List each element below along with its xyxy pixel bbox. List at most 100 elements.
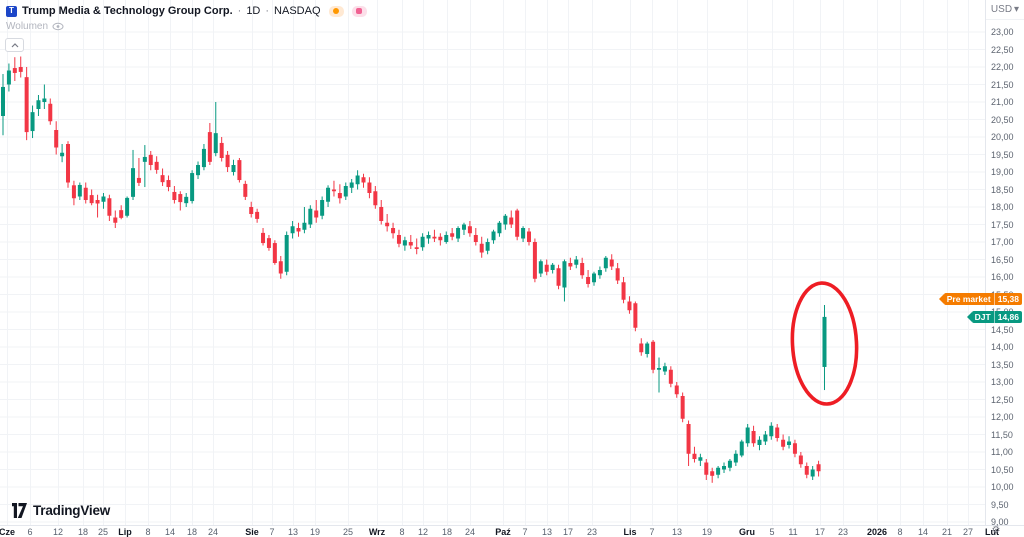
candle-body <box>816 464 821 472</box>
candle-body <box>30 112 35 132</box>
visibility-eye-icon[interactable] <box>52 22 64 31</box>
candle-body <box>24 77 29 133</box>
pre-market-status-icon[interactable] <box>328 5 344 17</box>
candle-body <box>692 453 697 459</box>
time-tick-label: 6 <box>27 527 33 537</box>
candle-wick <box>138 158 140 186</box>
candle-body <box>550 264 555 270</box>
candle-body <box>408 242 413 246</box>
price-tick-label: 20,50 <box>991 114 1014 125</box>
candle-body <box>54 130 59 148</box>
candle-body <box>160 175 165 183</box>
candle-body <box>36 100 41 109</box>
candle-body <box>136 177 141 183</box>
currency-selector[interactable]: USD ▾ <box>986 0 1024 20</box>
time-axis[interactable]: Cze 6 12 18 25 Lip 8 14 18 24 Sie 7 13 19 25 Wrz 8 12 18 24… <box>0 526 1024 537</box>
price-tick-label: 19,50 <box>991 149 1014 160</box>
candle-body <box>249 207 254 214</box>
candle-body <box>639 343 644 353</box>
gear-icon[interactable]: ⚙ <box>991 525 1001 536</box>
collapse-pane-button[interactable] <box>5 38 24 52</box>
candle-body <box>154 161 159 170</box>
candle-body <box>89 195 94 204</box>
candle-body <box>367 182 372 193</box>
interval-label[interactable]: 1D <box>246 5 261 17</box>
candle-body <box>568 263 573 267</box>
time-tick-label: Cze <box>0 527 16 537</box>
price-axis[interactable]: 9,00 9,50 10,00 10,50 11,00 11,50 12,00 12,50 13… <box>986 0 1024 527</box>
candle-wick <box>333 180 335 197</box>
price-tick-label: 11,00 <box>991 447 1013 457</box>
candle-body <box>190 173 195 202</box>
price-tick-label: 10,00 <box>991 482 1014 492</box>
symbol-title[interactable]: Trump Media & Technology Group Corp. <box>22 5 233 17</box>
market-closed-status-icon[interactable] <box>351 5 367 17</box>
candle-body <box>402 240 407 246</box>
candle-wick <box>43 84 45 109</box>
candle-body <box>781 439 786 447</box>
pre-market-badge-value: 15,38 <box>993 292 1019 305</box>
time-tick-label: 21 <box>941 527 953 537</box>
candle-body <box>284 235 289 272</box>
candle-body <box>278 261 283 274</box>
candle-wick <box>433 229 435 242</box>
last-price-badge: DJT 14,86 <box>966 310 1022 323</box>
time-tick-label: 27 <box>962 527 974 537</box>
candle-body <box>290 226 295 234</box>
candle-body <box>6 70 11 85</box>
time-tick-label: Wrz <box>368 527 386 537</box>
price-tick-label: 12,50 <box>991 394 1014 405</box>
time-tick-label: Sie <box>245 527 259 537</box>
highlight-circle-annotation[interactable] <box>789 281 859 406</box>
time-tick-label: Paź <box>495 527 511 537</box>
candle-body <box>609 259 614 267</box>
tradingview-logo[interactable]: TradingView <box>12 503 110 518</box>
candle-body <box>822 316 827 367</box>
time-tick-label: Gru <box>738 527 756 537</box>
time-tick-label: 7 <box>522 527 528 537</box>
price-tick-label: 17,50 <box>991 219 1014 230</box>
exchange-label[interactable]: NASDAQ <box>274 5 321 17</box>
time-tick-label: Lut <box>985 527 999 537</box>
price-tick-label: 20,00 <box>991 132 1014 142</box>
candle-body <box>698 457 703 461</box>
candle-body <box>207 132 212 162</box>
pre-market-badge-label: Pre market <box>946 293 991 304</box>
candle-wick <box>303 207 305 234</box>
time-tick-label: 8 <box>399 527 405 537</box>
candle-body <box>722 466 727 470</box>
tradingview-logo-text: TradingView <box>33 503 111 518</box>
candle-wick <box>416 238 418 255</box>
candle-body <box>349 182 354 188</box>
candle-body <box>473 235 478 242</box>
time-tick-label: 2026 <box>866 527 888 537</box>
candle-body <box>213 133 218 154</box>
candle-body <box>461 224 466 230</box>
price-tick-label: 16,00 <box>991 272 1014 282</box>
last-price-badge-label: DJT <box>974 311 991 322</box>
price-tick-label: 22,00 <box>991 62 1014 72</box>
time-tick-label: 5 <box>769 527 775 537</box>
chevron-up-icon <box>11 42 18 47</box>
candle-body <box>166 180 171 188</box>
candle-body <box>255 211 260 219</box>
candle-body <box>107 198 112 216</box>
time-tick-label: 14 <box>164 527 176 537</box>
candle-body <box>148 154 153 165</box>
candle-body <box>556 268 561 286</box>
price-tick-label: 14,00 <box>991 342 1014 352</box>
candle-body <box>798 455 803 465</box>
time-tick-label: 19 <box>309 527 321 537</box>
time-tick-label: Lis <box>623 527 637 537</box>
currency-label: USD <box>990 4 1013 15</box>
candle-body <box>314 210 319 218</box>
candle-body <box>272 243 277 263</box>
candle-body <box>532 242 537 279</box>
time-tick-label: 11 <box>788 527 798 537</box>
candle-wick <box>215 102 217 157</box>
candle-body <box>657 368 662 370</box>
candle-body <box>745 427 750 444</box>
candle-body <box>101 196 106 202</box>
time-tick-label: 8 <box>145 527 151 537</box>
